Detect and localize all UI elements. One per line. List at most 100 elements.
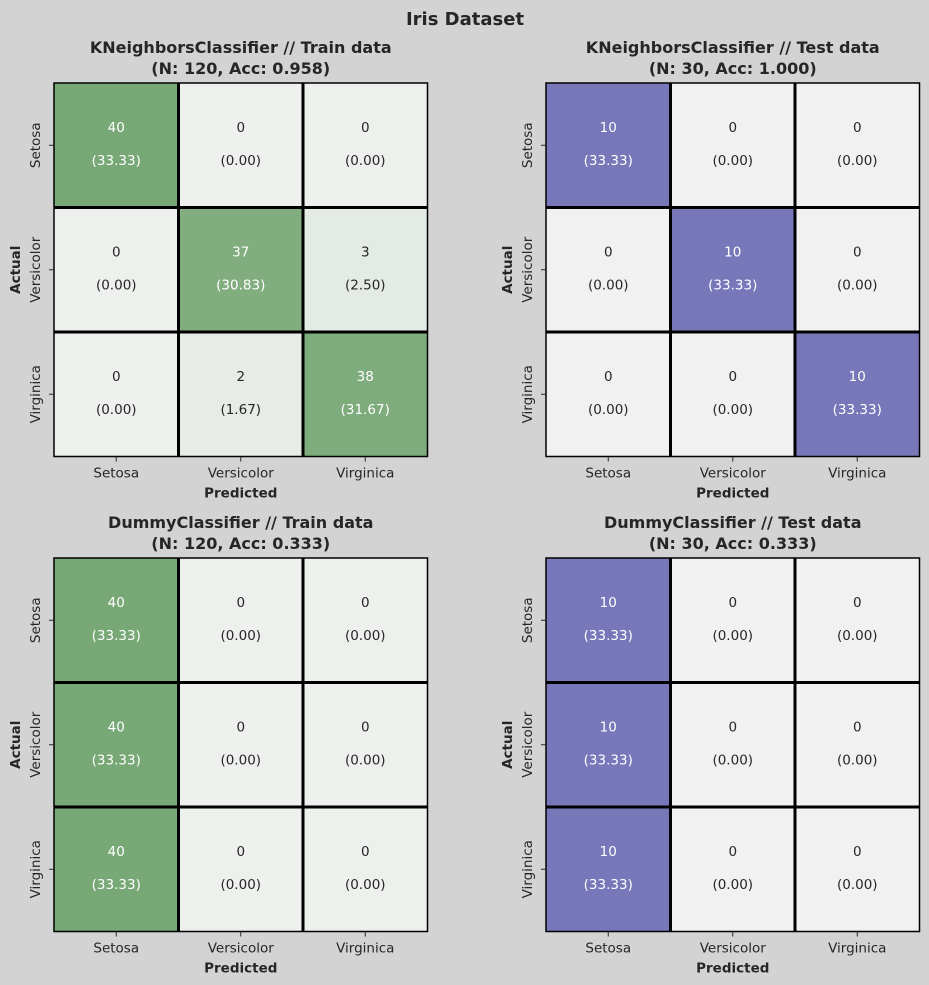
panel-subtitle: (N: 120, Acc: 0.333) bbox=[151, 534, 330, 553]
cell-percent-label: (33.33) bbox=[584, 753, 633, 769]
cell-percent-label: (0.00) bbox=[712, 402, 753, 418]
cell-count-label: 40 bbox=[108, 844, 125, 860]
y-tick-label: Setosa bbox=[28, 597, 44, 643]
cell-percent-label: (33.33) bbox=[584, 628, 633, 644]
cell-count-label: 10 bbox=[600, 844, 617, 860]
heatmap-cell bbox=[795, 207, 920, 332]
heatmap-cell bbox=[178, 807, 303, 932]
heatmap-cell bbox=[795, 807, 920, 932]
figure-title: Iris Dataset bbox=[406, 9, 524, 30]
y-tick-label: Virginica bbox=[28, 840, 44, 898]
cell-percent-label: (1.67) bbox=[220, 402, 261, 418]
cell-percent-label: (0.00) bbox=[345, 753, 386, 769]
cell-count-label: 40 bbox=[108, 120, 125, 136]
heatmap-cell bbox=[546, 558, 671, 683]
panel-title: KNeighborsClassifier // Train data bbox=[90, 38, 392, 57]
x-tick-label: Versicolor bbox=[700, 941, 767, 957]
confusion-matrix-panel: KNeighborsClassifier // Train data (N: 12… bbox=[8, 38, 429, 502]
cell-percent-label: (0.00) bbox=[712, 753, 753, 769]
cell-percent-label: (33.33) bbox=[584, 153, 633, 169]
cell-percent-label: (0.00) bbox=[345, 877, 386, 893]
cell-percent-label: (0.00) bbox=[712, 877, 753, 893]
y-tick-label: Setosa bbox=[520, 122, 536, 168]
heatmap-cell bbox=[546, 682, 671, 807]
cell-percent-label: (0.00) bbox=[837, 278, 878, 294]
heatmap-cell bbox=[546, 332, 671, 457]
heatmap-cell bbox=[303, 332, 428, 457]
cell-count-label: 0 bbox=[361, 595, 370, 611]
cell-percent-label: (33.33) bbox=[92, 628, 141, 644]
cell-percent-label: (0.00) bbox=[220, 753, 261, 769]
y-tick-label: Versicolor bbox=[28, 236, 44, 303]
cell-percent-label: (2.50) bbox=[345, 278, 386, 294]
x-tick-label: Setosa bbox=[93, 941, 139, 957]
heatmap-cell bbox=[54, 682, 179, 807]
cell-percent-label: (0.00) bbox=[588, 278, 629, 294]
heatmap-cell bbox=[795, 682, 920, 807]
cell-count-label: 0 bbox=[604, 369, 613, 385]
heatmap-cell bbox=[795, 332, 920, 457]
cell-count-label: 40 bbox=[108, 720, 125, 736]
cell-count-label: 0 bbox=[236, 120, 245, 136]
heatmap-cell bbox=[303, 807, 428, 932]
cell-count-label: 0 bbox=[361, 844, 370, 860]
heatmap-cell bbox=[670, 83, 795, 208]
heatmap-cell bbox=[670, 558, 795, 683]
cell-count-label: 10 bbox=[600, 720, 617, 736]
x-tick-label: Virginica bbox=[828, 466, 886, 482]
cell-percent-label: (0.00) bbox=[96, 402, 137, 418]
cell-count-label: 40 bbox=[108, 595, 125, 611]
panel-title: KNeighborsClassifier // Test data bbox=[586, 38, 880, 57]
y-axis-label: Actual bbox=[500, 246, 516, 294]
cell-percent-label: (0.00) bbox=[220, 877, 261, 893]
cell-percent-label: (31.67) bbox=[341, 402, 390, 418]
cell-percent-label: (0.00) bbox=[712, 153, 753, 169]
cell-count-label: 0 bbox=[853, 595, 862, 611]
y-tick-label: Virginica bbox=[520, 365, 536, 423]
heatmap-cell bbox=[795, 83, 920, 208]
cell-count-label: 0 bbox=[853, 120, 862, 136]
x-axis-label: Predicted bbox=[696, 486, 769, 502]
x-tick-label: Setosa bbox=[585, 941, 631, 957]
heatmap-cell bbox=[178, 332, 303, 457]
cell-percent-label: (0.00) bbox=[837, 628, 878, 644]
panel-title: DummyClassifier // Train data bbox=[108, 513, 373, 532]
x-tick-label: Setosa bbox=[93, 466, 139, 482]
y-tick-label: Virginica bbox=[520, 840, 536, 898]
cell-percent-label: (0.00) bbox=[96, 278, 137, 294]
heatmap-cell bbox=[670, 332, 795, 457]
confusion-matrix-panel: DummyClassifier // Test data (N: 30, Acc:… bbox=[500, 513, 921, 977]
cell-count-label: 10 bbox=[724, 245, 741, 261]
cell-count-label: 0 bbox=[236, 595, 245, 611]
heatmap-cell bbox=[795, 558, 920, 683]
cell-count-label: 3 bbox=[361, 245, 370, 261]
heatmap-cell bbox=[546, 807, 671, 932]
cell-count-label: 0 bbox=[236, 720, 245, 736]
x-tick-label: Virginica bbox=[828, 941, 886, 957]
heatmap-cell bbox=[670, 207, 795, 332]
heatmap-cell bbox=[670, 807, 795, 932]
heatmap-cell bbox=[303, 558, 428, 683]
cell-count-label: 0 bbox=[604, 245, 613, 261]
confusion-matrix-panel: DummyClassifier // Train data (N: 120, Ac… bbox=[8, 513, 429, 977]
heatmap-cell bbox=[670, 682, 795, 807]
confusion-matrix-panel: KNeighborsClassifier // Test data (N: 30,… bbox=[500, 38, 921, 502]
x-tick-label: Setosa bbox=[585, 466, 631, 482]
x-tick-label: Virginica bbox=[336, 941, 394, 957]
cell-percent-label: (33.33) bbox=[92, 753, 141, 769]
cell-count-label: 10 bbox=[600, 595, 617, 611]
panel-subtitle: (N: 120, Acc: 0.958) bbox=[151, 59, 330, 78]
cell-count-label: 0 bbox=[112, 369, 121, 385]
x-tick-label: Versicolor bbox=[700, 466, 767, 482]
cell-percent-label: (33.33) bbox=[584, 877, 633, 893]
cell-percent-label: (0.00) bbox=[345, 628, 386, 644]
heatmap-cell bbox=[54, 558, 179, 683]
heatmap-cell bbox=[54, 807, 179, 932]
y-tick-label: Versicolor bbox=[28, 711, 44, 778]
cell-percent-label: (33.33) bbox=[708, 278, 757, 294]
heatmap-cell bbox=[303, 682, 428, 807]
cell-percent-label: (0.00) bbox=[837, 877, 878, 893]
y-tick-label: Virginica bbox=[28, 365, 44, 423]
cell-percent-label: (0.00) bbox=[588, 402, 629, 418]
cell-percent-label: (0.00) bbox=[837, 753, 878, 769]
